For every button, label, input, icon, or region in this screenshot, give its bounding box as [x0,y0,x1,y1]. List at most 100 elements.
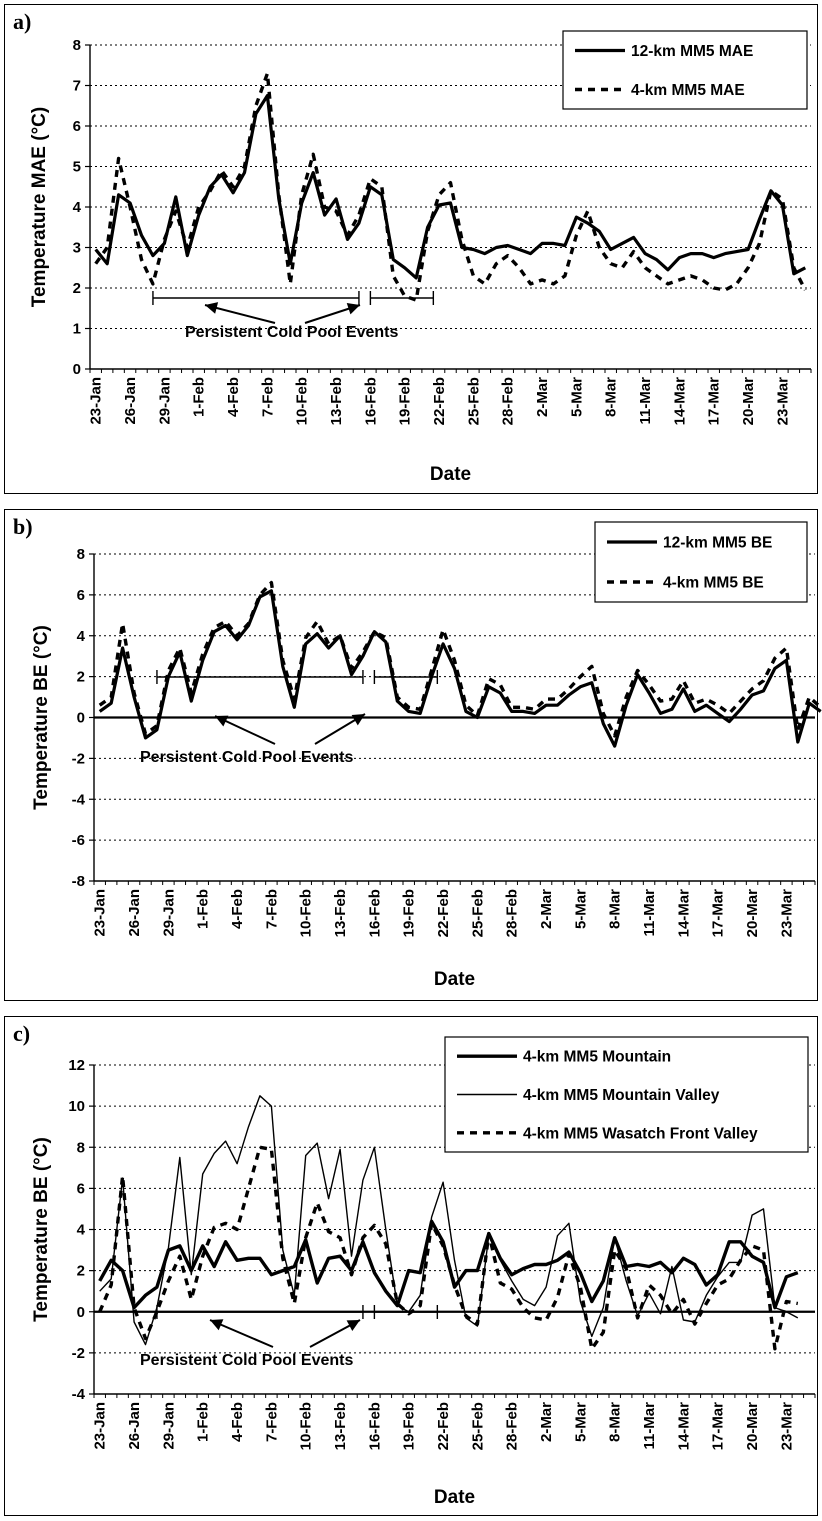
cold-pool-annotation: Persistent Cold Pool Events [185,324,398,341]
x-tick-label: 7-Feb [263,889,280,929]
x-tick-label: 1-Feb [195,889,212,929]
y-tick-label: -6 [72,832,85,849]
x-tick-label: 10-Feb [294,377,311,425]
x-tick-label: 10-Feb [298,1402,315,1450]
x-tick-label: 23-Jan [88,377,105,425]
x-tick-label: 22-Feb [435,1402,452,1450]
x-tick-label: 20-Mar [744,889,761,938]
x-tick-label: 19-Feb [401,1402,418,1450]
x-tick-label: 7-Feb [259,377,276,417]
x-tick-label: 22-Feb [435,889,452,937]
x-tick-label: 19-Feb [397,377,414,425]
y-tick-label: 12 [68,1057,85,1074]
x-tick-label: 1-Feb [195,1402,212,1442]
x-tick-label: 14-Mar [675,889,692,938]
annotation-arrowhead [351,714,365,726]
y-tick-label: -2 [72,750,85,767]
y-tick-label: 4 [73,199,82,216]
y-tick-label: -2 [72,1345,85,1362]
y-tick-label: 1 [73,321,81,338]
legend-label: 12-km MM5 BE [663,535,772,552]
x-tick-label: 26-Jan [126,1402,143,1450]
y-tick-label: 10 [68,1098,85,1115]
x-tick-label: 7-Feb [263,1402,280,1442]
legend-label: 4-km MM5 Wasatch Front Valley [523,1125,758,1142]
y-tick-label: 0 [77,1304,85,1321]
x-tick-label: 22-Feb [431,377,448,425]
x-tick-label: 20-Mar [740,377,757,426]
x-tick-label: 16-Feb [366,889,383,937]
legend-box [562,30,808,110]
y-tick-label: 0 [73,361,81,378]
y-tick-label: 7 [73,78,81,95]
x-tick-label: 1-Feb [191,377,208,417]
y-tick-label: 8 [77,1139,85,1156]
x-tick-label: 23-Jan [92,1402,109,1450]
series-line-1 [98,1219,799,1310]
x-tick-label: 19-Feb [401,889,418,937]
x-tick-label: 4-Feb [229,1402,246,1442]
y-tick-label: 0 [77,710,85,727]
panel-letter: a) [13,9,31,34]
x-tick-label: 17-Mar [706,377,723,426]
x-tick-label: 11-Mar [641,889,658,937]
x-tick-label: 13-Feb [332,889,349,937]
y-tick-label: 5 [73,159,81,176]
chart-a-svg: a) 0 1 2 3 4 5 6 7 8 23-Jan 26-Jan 29-Jan 1-Feb 4-Feb 7… [13,9,812,485]
y-tick-label: 3 [73,240,81,257]
y-axis-title: Temperature MAE (°C) [29,107,50,307]
annotation-arrowhead [210,1319,224,1331]
y-tick-label: -4 [72,1386,86,1403]
annotation-arrow [204,304,276,324]
x-tick-label: 23-Mar [778,889,795,938]
x-axis-title: Date [434,1487,475,1508]
x-tick-label: 29-Jan [156,377,173,425]
y-tick-label: 2 [77,1263,85,1280]
x-tick-label: 8-Mar [607,1402,624,1442]
y-tick-label: -4 [72,791,86,808]
x-tick-label: 4-Feb [229,889,246,929]
x-tick-label: 8-Mar [607,889,624,929]
x-tick-label: 28-Feb [500,377,517,425]
x-tick-label: 17-Mar [710,889,727,938]
x-tick-label: 20-Mar [744,1402,761,1451]
x-tick-label: 2-Mar [538,889,555,929]
y-tick-label: 8 [77,546,85,563]
panel-letter: b) [13,514,33,539]
x-tick-label: 13-Feb [328,377,345,425]
x-tick-label: 16-Feb [362,377,379,425]
series-line-1 [98,589,822,748]
x-tick-label: 17-Mar [710,1402,727,1451]
series-line-2 [94,71,807,302]
x-tick-label: 10-Feb [298,889,315,937]
x-axis-title: Date [434,969,475,990]
series-line-2 [99,1095,799,1346]
panel-c-be-terrain-chart: c) -4 -2 0 2 4 6 8 10 12 23-Jan 26-Jan 29-Jan 1-Feb 4-… [4,1016,818,1516]
panel-b-be-chart: b) -8 -6 -4 -2 0 2 4 6 8 23-Jan 26-Jan 29-Jan 1-Feb 4-… [4,509,822,1001]
y-tick-label: 6 [77,1180,85,1197]
y-tick-label: 2 [73,280,81,297]
x-axis-title: Date [430,464,471,485]
legend-box [594,521,808,603]
x-tick-label: 29-Jan [160,889,177,937]
x-tick-label: 11-Mar [637,377,654,425]
y-tick-label: 4 [77,628,86,645]
x-tick-label: 23-Mar [778,1402,795,1451]
x-tick-label: 11-Mar [641,1402,658,1450]
x-tick-label: 8-Mar [603,377,620,417]
series-line-3 [98,1145,799,1351]
legend-label: 4-km MM5 BE [663,575,764,592]
panel-letter: c) [13,1021,30,1046]
chart-c-svg: c) -4 -2 0 2 4 6 8 10 12 23-Jan 26-Jan 29-Jan 1-Feb 4-… [13,1021,816,1508]
legend-label: 12-km MM5 MAE [631,43,753,60]
x-tick-label: 4-Feb [225,377,242,417]
x-tick-label: 16-Feb [366,1402,383,1450]
x-tick-label: 26-Jan [122,377,139,425]
series-line-2 [98,580,822,738]
x-tick-label: 2-Mar [534,377,551,417]
annotation-arrowhead [205,302,219,314]
y-axis-title: Temperature BE (°C) [31,1137,52,1322]
annotation-arrowhead [215,715,229,727]
series-line-1 [94,93,807,280]
y-tick-label: 4 [77,1222,86,1239]
